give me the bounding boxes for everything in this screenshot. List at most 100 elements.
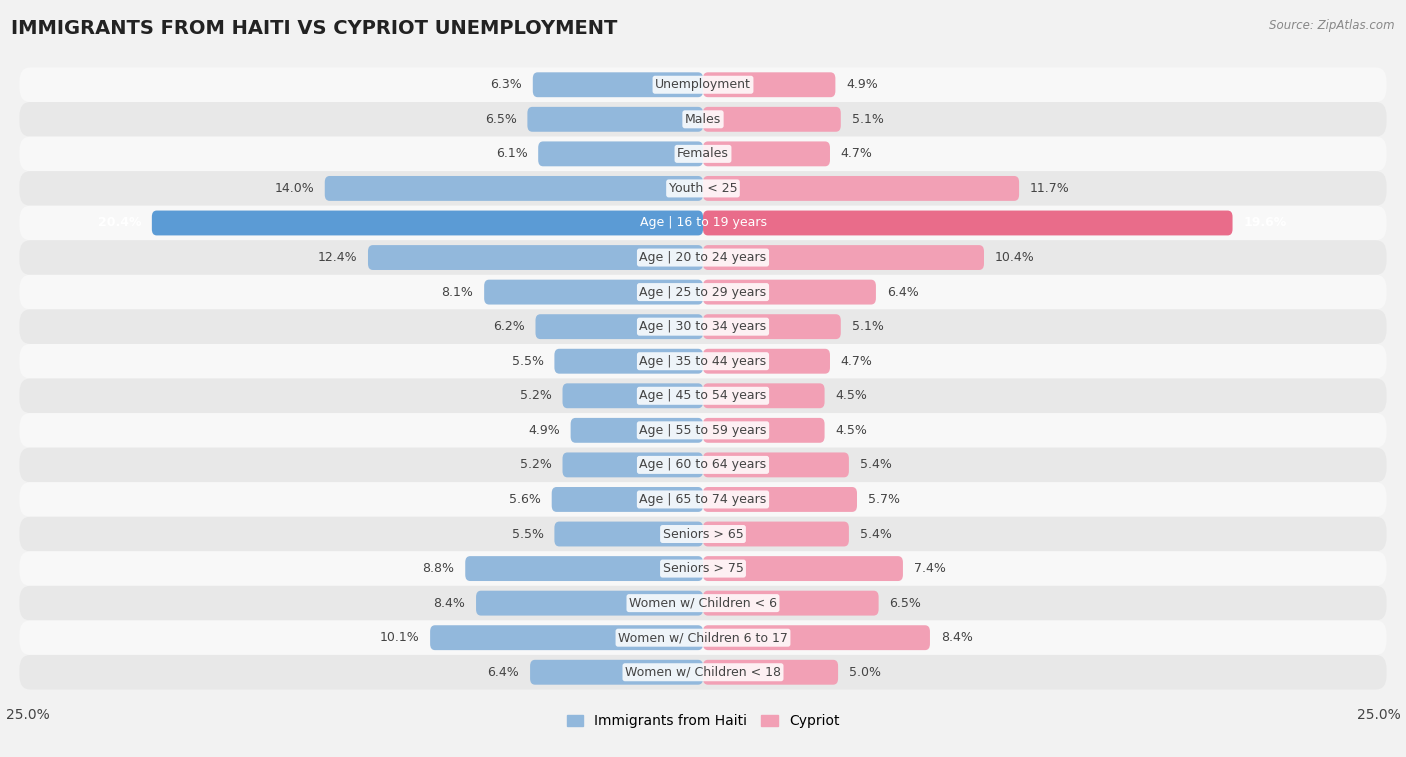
Text: 6.4%: 6.4%: [488, 665, 519, 679]
Text: 5.1%: 5.1%: [852, 320, 883, 333]
FancyBboxPatch shape: [554, 522, 703, 547]
FancyBboxPatch shape: [20, 275, 1386, 310]
Text: 5.5%: 5.5%: [512, 355, 544, 368]
FancyBboxPatch shape: [20, 482, 1386, 517]
Text: 7.4%: 7.4%: [914, 562, 946, 575]
FancyBboxPatch shape: [703, 522, 849, 547]
FancyBboxPatch shape: [703, 349, 830, 374]
FancyBboxPatch shape: [20, 586, 1386, 621]
Text: 5.2%: 5.2%: [520, 389, 551, 402]
Text: 8.4%: 8.4%: [433, 597, 465, 609]
Text: Unemployment: Unemployment: [655, 78, 751, 92]
FancyBboxPatch shape: [703, 314, 841, 339]
FancyBboxPatch shape: [562, 453, 703, 478]
Text: 11.7%: 11.7%: [1031, 182, 1070, 195]
FancyBboxPatch shape: [20, 551, 1386, 586]
FancyBboxPatch shape: [20, 344, 1386, 378]
FancyBboxPatch shape: [703, 383, 824, 408]
Text: Age | 20 to 24 years: Age | 20 to 24 years: [640, 251, 766, 264]
Text: Women w/ Children < 6: Women w/ Children < 6: [628, 597, 778, 609]
Text: Seniors > 75: Seniors > 75: [662, 562, 744, 575]
FancyBboxPatch shape: [562, 383, 703, 408]
Text: 6.2%: 6.2%: [494, 320, 524, 333]
Text: 8.4%: 8.4%: [941, 631, 973, 644]
Text: 5.4%: 5.4%: [859, 459, 891, 472]
Text: Seniors > 65: Seniors > 65: [662, 528, 744, 540]
FancyBboxPatch shape: [703, 210, 1233, 235]
Text: Age | 35 to 44 years: Age | 35 to 44 years: [640, 355, 766, 368]
Text: 12.4%: 12.4%: [318, 251, 357, 264]
Text: IMMIGRANTS FROM HAITI VS CYPRIOT UNEMPLOYMENT: IMMIGRANTS FROM HAITI VS CYPRIOT UNEMPLO…: [11, 19, 617, 38]
FancyBboxPatch shape: [703, 556, 903, 581]
FancyBboxPatch shape: [20, 413, 1386, 447]
FancyBboxPatch shape: [703, 107, 841, 132]
FancyBboxPatch shape: [20, 517, 1386, 551]
FancyBboxPatch shape: [703, 453, 849, 478]
FancyBboxPatch shape: [703, 279, 876, 304]
FancyBboxPatch shape: [703, 245, 984, 270]
FancyBboxPatch shape: [703, 487, 858, 512]
Text: 5.1%: 5.1%: [852, 113, 883, 126]
Text: 6.5%: 6.5%: [485, 113, 516, 126]
FancyBboxPatch shape: [20, 206, 1386, 240]
Text: 8.8%: 8.8%: [422, 562, 454, 575]
Text: 4.7%: 4.7%: [841, 148, 873, 160]
FancyBboxPatch shape: [536, 314, 703, 339]
Text: 5.7%: 5.7%: [868, 493, 900, 506]
Text: 4.5%: 4.5%: [835, 424, 868, 437]
FancyBboxPatch shape: [703, 660, 838, 684]
FancyBboxPatch shape: [20, 240, 1386, 275]
Text: Source: ZipAtlas.com: Source: ZipAtlas.com: [1270, 19, 1395, 32]
Text: 6.3%: 6.3%: [491, 78, 522, 92]
FancyBboxPatch shape: [703, 590, 879, 615]
FancyBboxPatch shape: [465, 556, 703, 581]
FancyBboxPatch shape: [703, 625, 929, 650]
Text: Age | 16 to 19 years: Age | 16 to 19 years: [640, 217, 766, 229]
FancyBboxPatch shape: [152, 210, 703, 235]
Text: 5.2%: 5.2%: [520, 459, 551, 472]
Text: 5.0%: 5.0%: [849, 665, 882, 679]
FancyBboxPatch shape: [368, 245, 703, 270]
Text: 10.1%: 10.1%: [380, 631, 419, 644]
FancyBboxPatch shape: [477, 590, 703, 615]
FancyBboxPatch shape: [554, 349, 703, 374]
Text: 4.9%: 4.9%: [846, 78, 877, 92]
Text: 19.6%: 19.6%: [1243, 217, 1286, 229]
Text: Age | 55 to 59 years: Age | 55 to 59 years: [640, 424, 766, 437]
Text: 4.7%: 4.7%: [841, 355, 873, 368]
FancyBboxPatch shape: [325, 176, 703, 201]
FancyBboxPatch shape: [20, 67, 1386, 102]
FancyBboxPatch shape: [551, 487, 703, 512]
FancyBboxPatch shape: [20, 655, 1386, 690]
FancyBboxPatch shape: [703, 176, 1019, 201]
Text: 5.5%: 5.5%: [512, 528, 544, 540]
FancyBboxPatch shape: [533, 73, 703, 97]
Text: Age | 45 to 54 years: Age | 45 to 54 years: [640, 389, 766, 402]
Text: 14.0%: 14.0%: [274, 182, 314, 195]
Text: Women w/ Children 6 to 17: Women w/ Children 6 to 17: [619, 631, 787, 644]
Text: 4.9%: 4.9%: [529, 424, 560, 437]
Text: Age | 25 to 29 years: Age | 25 to 29 years: [640, 285, 766, 298]
Text: 4.5%: 4.5%: [835, 389, 868, 402]
FancyBboxPatch shape: [20, 171, 1386, 206]
Text: 6.4%: 6.4%: [887, 285, 918, 298]
FancyBboxPatch shape: [527, 107, 703, 132]
Text: 6.1%: 6.1%: [496, 148, 527, 160]
FancyBboxPatch shape: [530, 660, 703, 684]
Text: 5.6%: 5.6%: [509, 493, 541, 506]
Text: 20.4%: 20.4%: [97, 217, 141, 229]
FancyBboxPatch shape: [703, 142, 830, 167]
FancyBboxPatch shape: [20, 447, 1386, 482]
Text: 10.4%: 10.4%: [995, 251, 1035, 264]
Text: Women w/ Children < 18: Women w/ Children < 18: [626, 665, 780, 679]
Text: Age | 60 to 64 years: Age | 60 to 64 years: [640, 459, 766, 472]
Text: Males: Males: [685, 113, 721, 126]
Text: Age | 30 to 34 years: Age | 30 to 34 years: [640, 320, 766, 333]
Text: 5.4%: 5.4%: [859, 528, 891, 540]
FancyBboxPatch shape: [703, 73, 835, 97]
FancyBboxPatch shape: [571, 418, 703, 443]
Legend: Immigrants from Haiti, Cypriot: Immigrants from Haiti, Cypriot: [561, 709, 845, 734]
FancyBboxPatch shape: [703, 418, 824, 443]
FancyBboxPatch shape: [430, 625, 703, 650]
Text: Youth < 25: Youth < 25: [669, 182, 737, 195]
